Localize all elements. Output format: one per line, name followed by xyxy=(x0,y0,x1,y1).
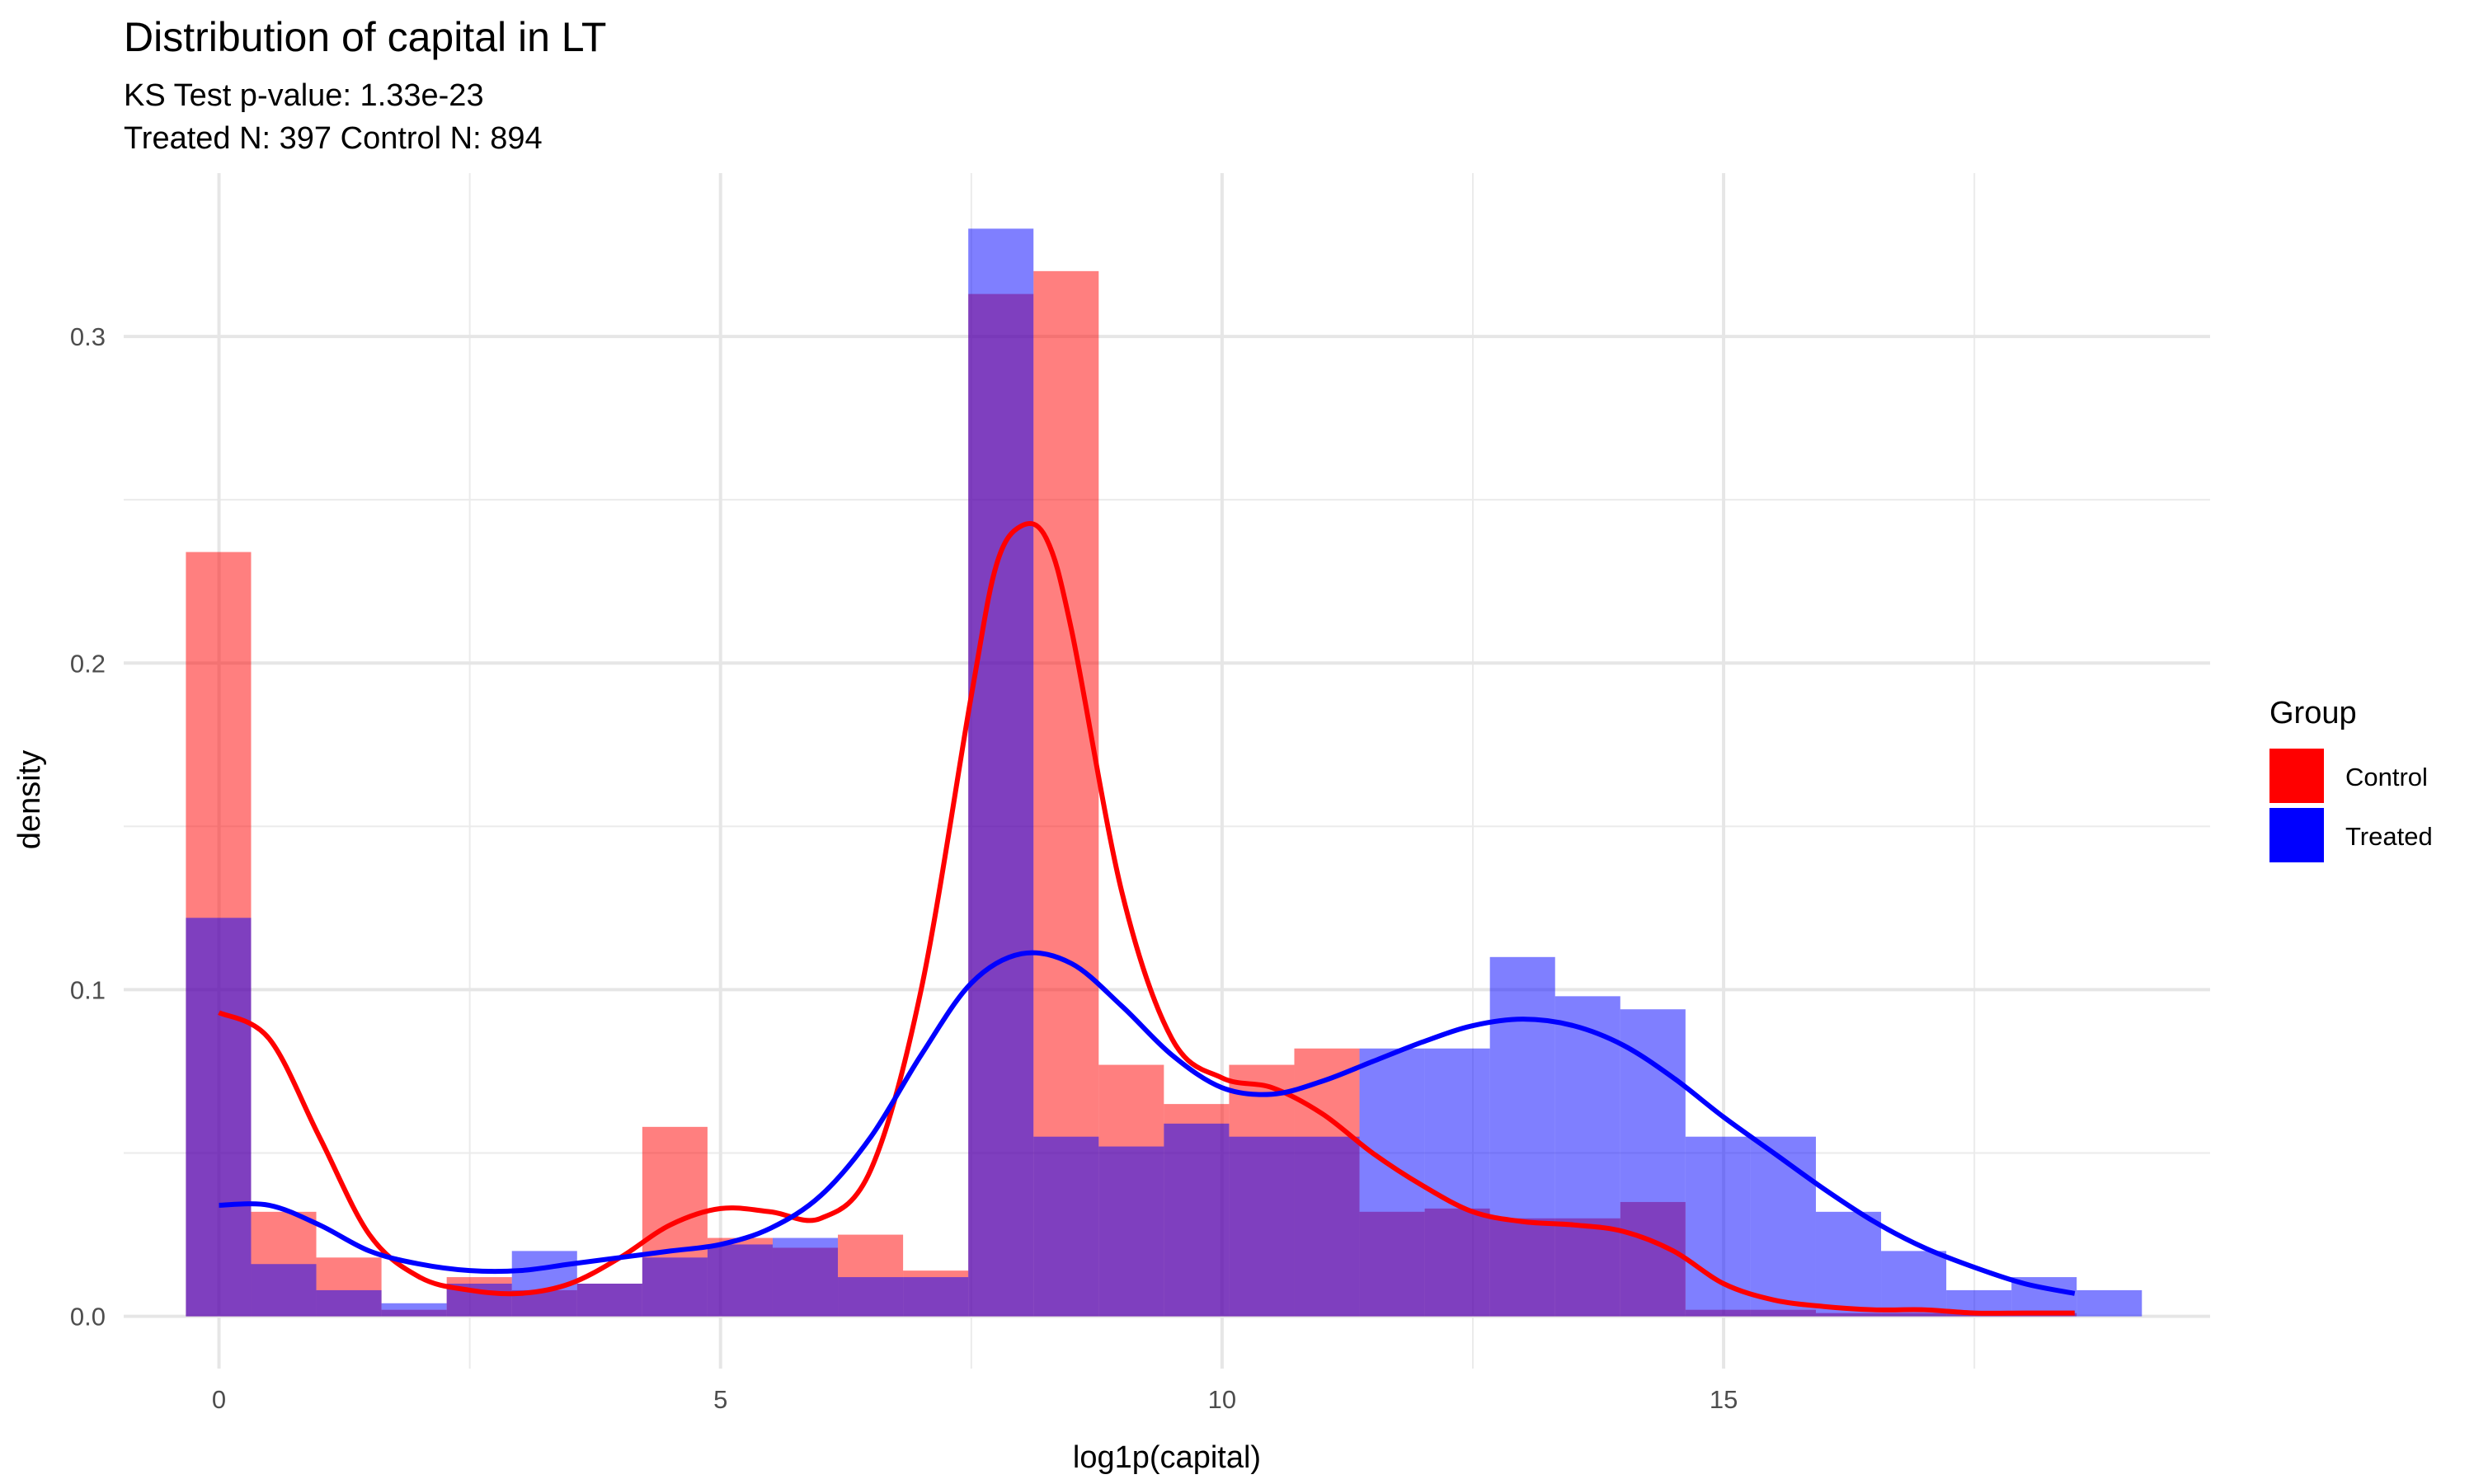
histogram-bar-treated xyxy=(968,228,1034,1317)
legend-label-treated: Treated xyxy=(2345,822,2433,851)
y-tick-label: 0.0 xyxy=(70,1303,106,1331)
histogram-bar-treated xyxy=(772,1237,839,1317)
density-curve-treated xyxy=(219,950,2076,1296)
histogram-bar-treated xyxy=(838,1277,904,1317)
histogram-bar-treated xyxy=(1750,1136,1816,1317)
histogram-bar-treated xyxy=(1815,1211,1882,1317)
histogram-bar-treated xyxy=(1229,1136,1295,1317)
histogram-bar-treated xyxy=(251,1264,317,1317)
density-curve-control xyxy=(218,520,2075,1316)
histogram-bar-treated xyxy=(642,1257,708,1317)
x-tick-label: 5 xyxy=(713,1385,727,1414)
histogram-bar-treated xyxy=(186,918,252,1317)
histogram-bar-treated xyxy=(1164,1123,1230,1317)
legend-title: Group xyxy=(2269,696,2357,730)
histogram-bar-treated xyxy=(1685,1136,1751,1317)
histogram-bar-treated xyxy=(707,1244,773,1317)
legend-label-control: Control xyxy=(2345,763,2428,791)
x-axis-ticks: 0 5 10 15 xyxy=(212,1385,1738,1414)
x-tick-label: 15 xyxy=(1710,1385,1738,1414)
x-axis-label: log1p(capital) xyxy=(1073,1440,1261,1475)
chart-subtitle-line-2: Treated N: 397 Control N: 894 xyxy=(124,121,543,156)
histogram-bar-treated xyxy=(1620,1009,1686,1317)
histogram-bar-treated xyxy=(1489,956,1555,1317)
y-axis-label: density xyxy=(12,750,47,849)
y-tick-label: 0.3 xyxy=(70,322,106,351)
y-tick-label: 0.2 xyxy=(70,649,106,678)
x-tick-label: 0 xyxy=(212,1385,226,1414)
histogram-bar-treated xyxy=(1033,1136,1099,1317)
legend: Group Control Treated xyxy=(2269,696,2433,862)
chart-subtitle-line-1: KS Test p-value: 1.33e-23 xyxy=(124,78,484,113)
histogram-bar-treated xyxy=(1424,1048,1490,1317)
histogram-bar-treated xyxy=(1294,1136,1360,1317)
histogram-bar-treated xyxy=(2077,1289,2142,1317)
legend-swatch-treated xyxy=(2269,808,2324,862)
histogram-bar-treated xyxy=(576,1283,642,1317)
y-axis-ticks: 0.0 0.1 0.2 0.3 xyxy=(70,322,106,1331)
x-tick-label: 10 xyxy=(1208,1385,1236,1414)
chart-title: Distribution of capital in LT xyxy=(124,14,606,60)
histogram-bar-treated xyxy=(316,1289,382,1317)
histogram-bar-treated xyxy=(1881,1251,1947,1317)
density-curves xyxy=(218,520,2076,1316)
legend-swatch-control xyxy=(2269,749,2324,803)
histogram-bar-treated xyxy=(1098,1146,1164,1317)
y-tick-label: 0.1 xyxy=(70,975,106,1004)
histogram-bar-treated xyxy=(381,1303,447,1317)
histogram-bars xyxy=(186,228,2142,1317)
histogram-bar-treated xyxy=(903,1277,969,1317)
histogram-bar-treated xyxy=(1554,996,1620,1317)
